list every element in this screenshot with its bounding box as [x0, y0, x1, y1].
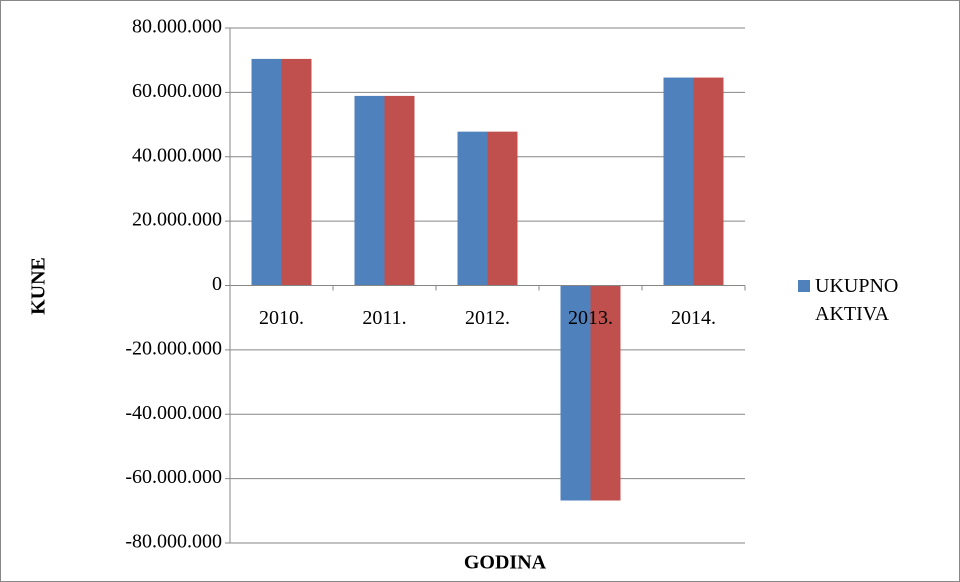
y-tick-label: -60.000.000: [125, 466, 222, 488]
legend-swatch: [798, 280, 810, 292]
y-tick-label: 40.000.000: [132, 144, 222, 166]
bar: [281, 58, 312, 286]
x-tick-label: 2012.: [465, 307, 510, 329]
y-tick-label: -20.000.000: [125, 337, 222, 359]
x-tick-label: 2014.: [671, 307, 716, 329]
x-axis-title: GODINA: [464, 552, 547, 574]
y-tick-label: -40.000.000: [125, 402, 222, 424]
y-tick-label: -80.000.000: [125, 531, 222, 553]
bar: [251, 58, 282, 286]
y-tick-label: 60.000.000: [132, 80, 222, 102]
x-tick-label: 2010.: [259, 307, 304, 329]
x-tick-label: 2013.: [568, 307, 613, 329]
bar: [560, 285, 591, 501]
bar: [663, 77, 694, 286]
bar: [693, 77, 724, 286]
bar: [590, 285, 621, 501]
bar: [354, 95, 385, 286]
bar: [384, 95, 415, 286]
bar: [487, 131, 518, 286]
y-tick-label: 20.000.000: [132, 209, 222, 231]
x-tick-label: 2011.: [362, 307, 406, 329]
y-axis-title: KUNE: [28, 257, 50, 315]
bar: [457, 131, 488, 286]
y-tick-label: 80.000.000: [132, 16, 222, 38]
legend-label: UKUPNO AKTIVA: [815, 275, 899, 325]
y-tick-label: 0: [212, 273, 222, 295]
